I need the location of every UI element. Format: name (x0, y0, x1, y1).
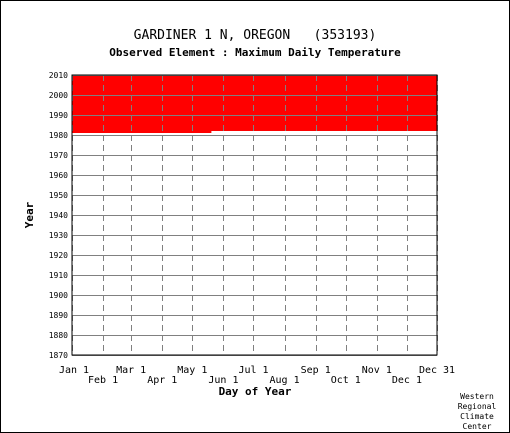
x-tick-label-top: Dec 31 (419, 365, 455, 376)
y-tick-label: 1900 (49, 291, 68, 300)
chart-subtitle: Observed Element : Maximum Daily Tempera… (109, 46, 401, 59)
x-tick-label-top: Sep 1 (301, 365, 331, 376)
observed-block-0 (72, 75, 437, 131)
chart-title: GARDINER 1 N, OREGON (353193) (134, 28, 377, 43)
y-tick-label: 1990 (49, 111, 68, 120)
x-tick-label-top: Jul 1 (238, 365, 268, 376)
y-tick-label: 1880 (49, 331, 68, 340)
y-tick-label: 2000 (49, 91, 68, 100)
x-tick-labels-top: Jan 1 Mar 1 May 1 Jul 1 Sep 1 Nov 1 Dec 31 (59, 365, 455, 376)
y-axis-label: Year (23, 201, 36, 228)
x-tick-label-top: Nov 1 (362, 365, 392, 376)
y-tick-label: 1970 (49, 151, 68, 160)
y-tick-label: 1930 (49, 231, 68, 240)
x-tick-label-bottom: Aug 1 (270, 375, 300, 386)
x-tick-label-top: Mar 1 (116, 365, 146, 376)
x-tick-label-top: Jan 1 (59, 365, 89, 376)
x-axis-label: Day of Year (219, 385, 292, 398)
x-tick-label-bottom: Oct 1 (331, 375, 361, 386)
y-tick-label: 1950 (49, 191, 68, 200)
credit-block: Western Regional Climate Center (458, 392, 497, 431)
y-tick-label: 1920 (49, 251, 68, 260)
x-tick-label-top: May 1 (177, 365, 207, 376)
data-layer (72, 75, 437, 133)
y-tick-label: 1890 (49, 311, 68, 320)
plot-area (71, 74, 438, 356)
plot-border (71, 74, 438, 356)
y-tick-labels: 1870 1880 1890 1900 1910 1920 1930 1940 1950 1960… (49, 71, 68, 360)
y-tick-label: 1980 (49, 131, 68, 140)
credit-line-4: Center (463, 422, 492, 431)
y-tick-label: 1940 (49, 211, 68, 220)
credit-line-3: Climate (460, 412, 494, 421)
x-tick-labels-bottom: Feb 1 Apr 1 Jun 1 Aug 1 Oct 1 Dec 1 (88, 375, 422, 386)
x-tick-label-bottom: Dec 1 (392, 375, 422, 386)
y-tick-label: 1910 (49, 271, 68, 280)
x-tick-label-bottom: Jun 1 (208, 375, 238, 386)
x-tick-label-bottom: Feb 1 (88, 375, 118, 386)
x-tick-label-bottom: Apr 1 (147, 375, 177, 386)
credit-line-1: Western (460, 392, 494, 401)
y-tick-label: 1870 (49, 351, 68, 360)
y-tick-label: 2010 (49, 71, 68, 80)
credit-line-2: Regional (458, 402, 497, 411)
observed-block-1 (72, 131, 212, 133)
y-tick-label: 1960 (49, 171, 68, 180)
